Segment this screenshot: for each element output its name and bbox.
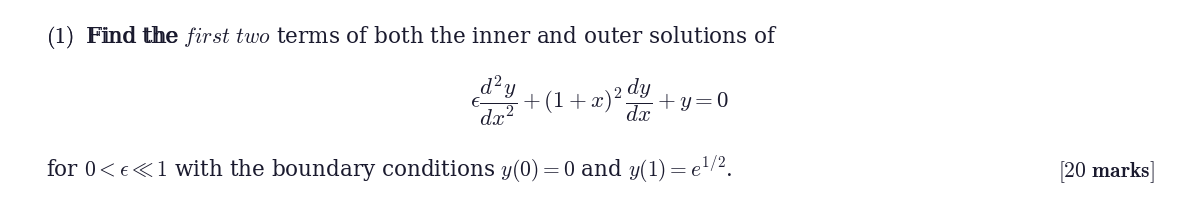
Text: $(1)$  Find the: $(1)$ Find the (46, 24, 180, 51)
Text: $\mathbf{[20\ marks]}$: $\mathbf{[20\ marks]}$ (1057, 158, 1154, 184)
Text: $\epsilon\dfrac{d^2y}{dx^2} + (1+x)^2\,\dfrac{dy}{dx} + y = 0$: $\epsilon\dfrac{d^2y}{dx^2} + (1+x)^2\,\… (470, 73, 730, 127)
Text: $(1)\;$ Find the $\mathit{first\ two}$ terms of both the inner and outer solutio: $(1)\;$ Find the $\mathit{first\ two}$ t… (46, 24, 778, 51)
Text: for $0 < \epsilon \ll 1$ with the boundary conditions $y(0) = 0$ and $y(1) = e^{: for $0 < \epsilon \ll 1$ with the bounda… (46, 154, 732, 184)
